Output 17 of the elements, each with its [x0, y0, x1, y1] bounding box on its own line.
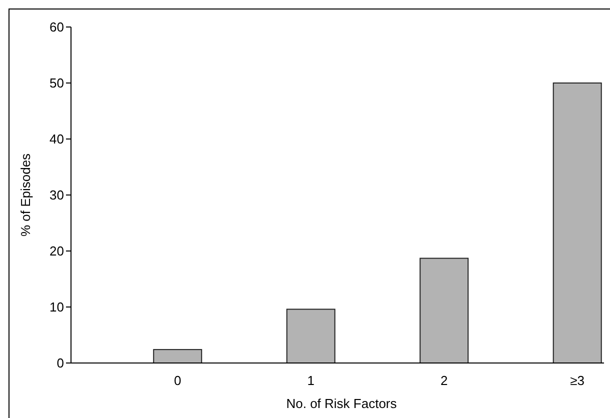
x-axis-title: No. of Risk Factors — [286, 396, 398, 411]
y-tick-label: 0 — [56, 356, 64, 371]
x-tick-label: 1 — [307, 373, 314, 388]
y-tick-label: 50 — [50, 76, 64, 91]
x-tick-label: ≥3 — [570, 373, 585, 388]
y-tick-label: 60 — [50, 20, 64, 35]
y-tick-label: 40 — [50, 132, 64, 147]
bar — [153, 349, 202, 364]
y-axis-title: % of Episodes — [18, 152, 33, 237]
x-tick-label: 2 — [440, 373, 448, 388]
y-tick-label: 30 — [50, 188, 64, 203]
y-tick-label: 20 — [50, 244, 64, 259]
bar — [286, 308, 336, 364]
y-tick-label: 10 — [50, 300, 64, 315]
bar — [552, 82, 602, 364]
bar — [420, 258, 469, 364]
x-tick-label: 0 — [174, 373, 182, 388]
